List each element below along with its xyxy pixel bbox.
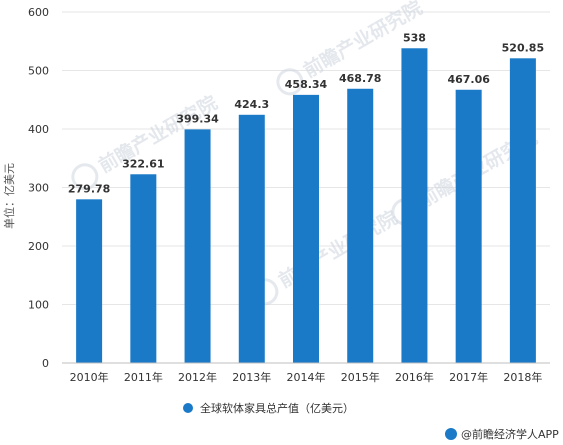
bar xyxy=(130,174,157,363)
x-tick-label: 2017年 xyxy=(449,370,488,384)
x-axis-ticks: 2010年 2011年 2012年 2013年 2014年 2015年 2016年 2017年… xyxy=(70,370,543,384)
y-tick-label: 100 xyxy=(28,299,49,312)
brand-logo-icon xyxy=(445,428,457,440)
watermark: 前瞻产业研究院 xyxy=(251,206,401,306)
y-tick-label: 600 xyxy=(28,6,49,19)
bar xyxy=(238,114,265,363)
legend-label: 全球软体家具总产值（亿美元） xyxy=(200,401,354,415)
x-tick-label: 2016年 xyxy=(395,370,434,384)
data-label: 458.34 xyxy=(285,78,328,91)
data-label: 468.78 xyxy=(339,72,381,85)
y-tick-label: 500 xyxy=(28,65,49,78)
bar xyxy=(401,48,428,364)
y-tick-label: 400 xyxy=(28,123,49,136)
watermark-logo-icon xyxy=(276,68,304,96)
legend-marker xyxy=(183,403,193,413)
data-label: 322.61 xyxy=(122,157,164,170)
data-label: 538 xyxy=(403,31,426,44)
legend: 全球软体家具总产值（亿美元） xyxy=(183,401,354,415)
y-tick-label: 200 xyxy=(28,240,49,253)
x-tick-label: 2014年 xyxy=(287,370,326,384)
bar xyxy=(76,199,103,363)
bar xyxy=(347,88,374,363)
data-label: 424.3 xyxy=(234,98,269,111)
bar xyxy=(509,58,536,364)
bar xyxy=(293,94,319,364)
footer-text: @前瞻经济学人APP xyxy=(461,427,559,441)
footer: @前瞻经济学人APP xyxy=(445,427,559,441)
data-label: 279.78 xyxy=(68,182,110,195)
data-label: 520.85 xyxy=(502,41,544,54)
bar xyxy=(455,89,482,363)
data-label: 399.34 xyxy=(176,112,219,125)
y-axis-ticks: 0 100 200 300 400 500 600 xyxy=(28,6,49,370)
y-axis-label: 单位：亿美元 xyxy=(2,163,16,229)
data-labels: 279.78 322.61 399.34 424.3 458.34 468.78 538 46… xyxy=(68,31,544,195)
x-tick-label: 2011年 xyxy=(124,370,163,384)
x-tick-label: 2015年 xyxy=(341,370,380,384)
x-tick-label: 2012年 xyxy=(178,370,217,384)
x-tick-label: 2013年 xyxy=(232,370,271,384)
watermark-logo-icon xyxy=(71,163,99,191)
bars xyxy=(76,48,536,364)
bar xyxy=(184,129,211,363)
x-tick-label: 2010年 xyxy=(70,370,109,384)
data-label: 467.06 xyxy=(447,73,490,86)
y-tick-label: 300 xyxy=(28,182,49,195)
x-tick-label: 2018年 xyxy=(503,370,542,384)
y-tick-label: 0 xyxy=(42,357,49,370)
